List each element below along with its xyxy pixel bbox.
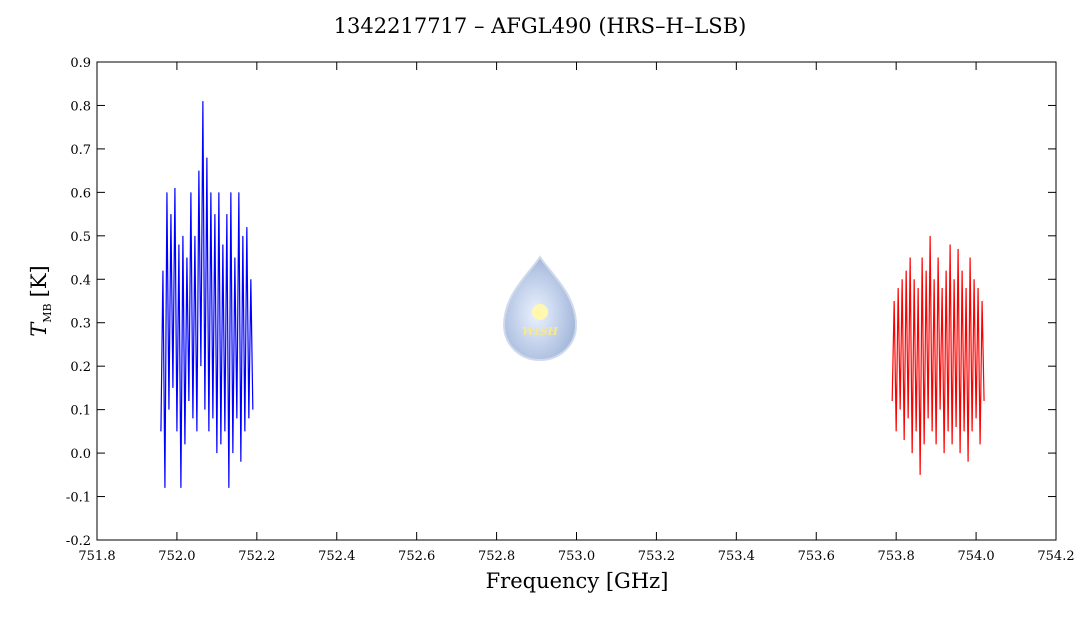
x-tick-label: 754.2 — [1037, 549, 1074, 564]
x-tick-label: 752.2 — [238, 549, 275, 564]
watermark: WISH — [502, 255, 578, 362]
x-tick-label: 753.6 — [798, 549, 835, 564]
plot-frame — [96, 61, 1057, 541]
x-tick-label: 753.2 — [638, 549, 675, 564]
watermark-star — [532, 304, 548, 320]
watermark-text: WISH — [522, 325, 558, 338]
y-tick-label: -0.2 — [66, 534, 91, 549]
y-tick-label: 0.1 — [70, 404, 91, 419]
y-tick-label: 0.9 — [70, 56, 91, 71]
y-tick-label: 0.4 — [70, 273, 91, 288]
y-axis-label-sub: MB — [41, 303, 54, 322]
y-tick-label: 0.0 — [70, 447, 91, 462]
x-tick-label: 752.0 — [158, 549, 195, 564]
x-tick-label: 753.8 — [878, 549, 915, 564]
x-tick-label: 752.4 — [318, 549, 355, 564]
y-tick-label: -0.1 — [66, 491, 91, 506]
y-tick-label: 0.2 — [70, 360, 91, 375]
y-axis-label-var: T — [27, 321, 51, 337]
x-tick-label: 752.8 — [478, 549, 515, 564]
x-tick-label: 753.4 — [718, 549, 755, 564]
y-tick-label: 0.8 — [70, 99, 91, 114]
y-axis-label-unit: [K] — [27, 265, 51, 297]
y-tick-label: 0.6 — [70, 186, 91, 201]
y-axis-label: TMB [K] — [27, 265, 54, 336]
x-tick-label: 754.0 — [957, 549, 994, 564]
y-tick-label: 0.7 — [70, 143, 91, 158]
chart-title: 1342217717 – AFGL490 (HRS–H–LSB) — [334, 14, 747, 38]
x-tick-label: 751.8 — [78, 549, 115, 564]
spectrum-line — [891, 235, 985, 475]
spectrum-line — [160, 101, 254, 488]
x-tick-label: 752.6 — [398, 549, 435, 564]
x-axis-label: Frequency [GHz] — [486, 569, 669, 593]
y-tick-label: 0.5 — [70, 230, 91, 245]
x-tick-label: 753.0 — [558, 549, 595, 564]
y-tick-label: 0.3 — [70, 317, 91, 332]
